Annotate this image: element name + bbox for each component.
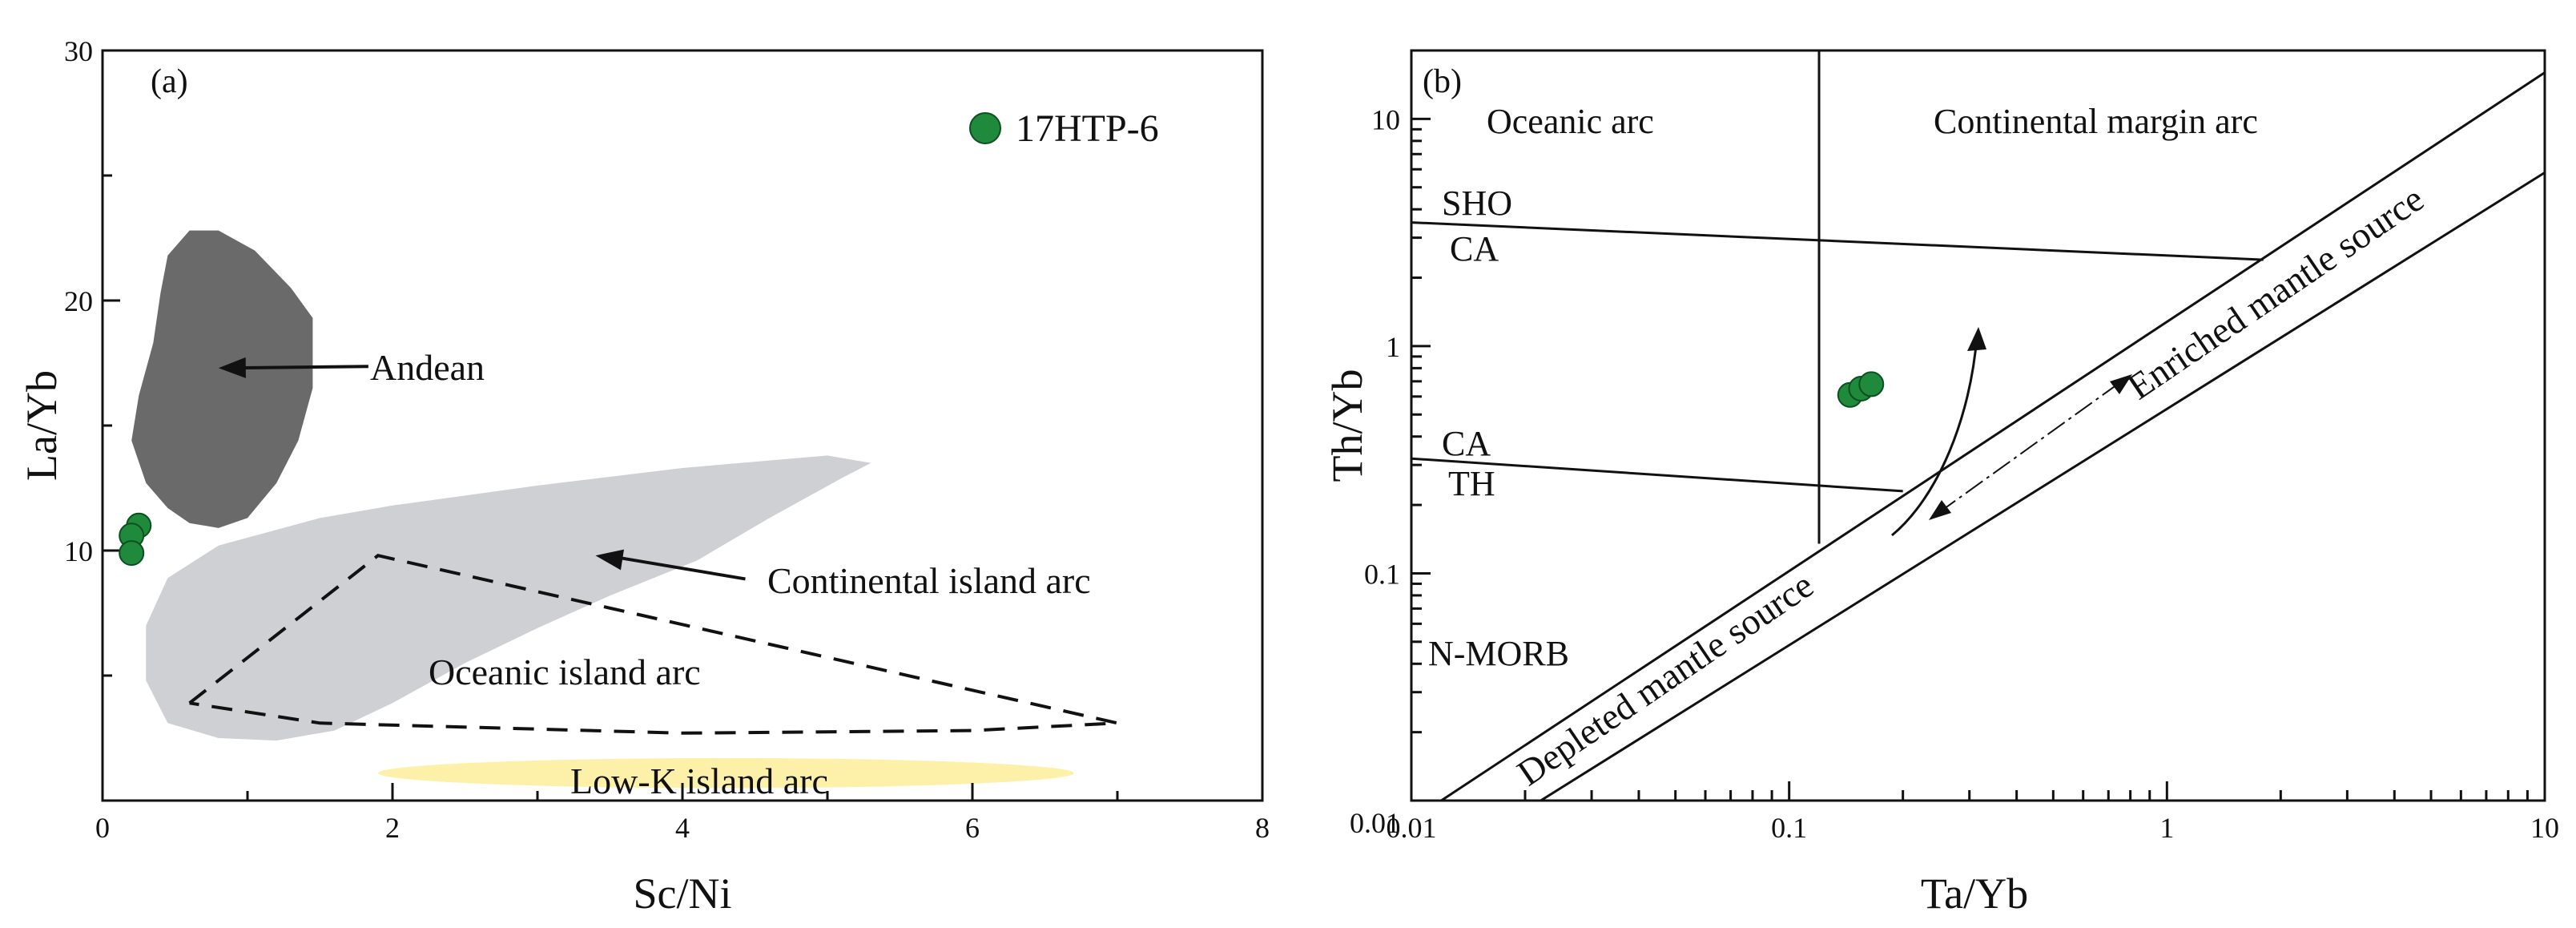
mantle-trend-arrow [1938,380,2123,514]
panel-label-b: (b) [1423,63,1462,100]
data-points [1837,371,1885,408]
sho-ca-boundary [1411,221,2264,261]
continental-margin-arc-label: Continental margin arc [1934,102,2258,141]
y-tick-label: 20 [64,285,93,317]
x-tick-label: 6 [965,812,980,844]
boundary-lines [1411,50,2546,802]
sho-label: SHO [1442,184,1512,223]
x-tick-label: 2 [385,812,400,844]
y-tick-label: 10 [64,535,93,567]
mantle-array-lower-bound [1540,171,2546,802]
mantle-trend-arrowhead-up [2110,374,2132,394]
data-point [1858,371,1885,397]
low-k-island-arc-field [377,757,1074,789]
data-point [119,540,145,567]
annotation-arrow-line [235,365,368,370]
y-tick-label: 0.1 [1364,558,1400,590]
x-tick-label: 0.1 [1771,812,1807,844]
enrichment-curve-arrow [1891,336,1978,537]
mantle-array-upper-bound [1440,71,2546,802]
panel-a: 0 2 4 6 8 10 20 30 (a) 17HTP-6 Andean Continent… [18,35,1270,918]
x-tick-label: 8 [1255,812,1270,844]
y-tick-label: 1 [1386,331,1400,363]
annotation-arrows [218,357,746,581]
continental-island-arc-field [146,455,871,741]
x-tick-label: 0.01 [1387,812,1437,844]
ca-upper-label: CA [1450,229,1499,268]
ca-th-boundary [1411,457,1903,493]
andean-field [131,230,313,528]
data-points [119,512,152,567]
annotation-arrowhead [218,357,246,378]
ca-lower-label: CA [1442,424,1491,463]
x-axis-label-a: Sc/Ni [633,869,731,918]
andean-label: Andean [370,347,485,388]
x-axis-label-b: Ta/Yb [1921,869,2028,918]
origin-tick-label: 0.01 [1350,807,1400,839]
legend-marker [969,112,1001,144]
continental-island-arc-label: Continental island arc [767,560,1091,601]
annotation-arrowhead [595,549,624,571]
plot-frame-b [1410,49,2546,802]
panel-label-a: (a) [151,63,188,100]
annotation-arrow-line [613,555,746,581]
enriched-mantle-label: Enriched mantle source [2120,178,2431,407]
x-tick-label: 0 [95,812,110,844]
panel-b: 0.01 0.1 1 10 0.1 1 10 0.01 (b) Oceanic arc Con… [1323,49,2559,918]
trend-arrows [1891,327,2132,537]
oceanic-island-arc-label: Oceanic island arc [429,652,701,692]
depleted-mantle-label: Depleted mantle source [1510,564,1821,793]
oceanic-island-arc-field [188,554,1118,735]
oceanic-arc-label: Oceanic arc [1487,102,1654,141]
y-tick-label: 30 [64,35,93,67]
n-morb-label: N-MORB [1428,634,1569,673]
mantle-trend-arrowhead-down [1929,500,1951,520]
axis-ticks: 0.01 0.1 1 10 0.1 1 10 0.01 [1350,49,2559,844]
x-tick-label: 10 [2530,812,2559,844]
legend-label: 17HTP-6 [1016,107,1159,150]
y-axis-label-b: Th/Yb [1323,369,1371,482]
y-axis-label-a: La/Yb [18,370,66,481]
axis-ticks: 0 2 4 6 8 10 20 30 [64,35,1270,844]
x-tick-label: 1 [2159,812,2174,844]
th-label: TH [1448,464,1495,503]
field-layer [131,230,1118,789]
curve-arrowhead [1967,327,1986,351]
y-tick-label: 10 [1371,103,1400,135]
low-k-island-arc-label: Low-K island arc [570,761,828,801]
x-tick-label: 4 [675,812,690,844]
